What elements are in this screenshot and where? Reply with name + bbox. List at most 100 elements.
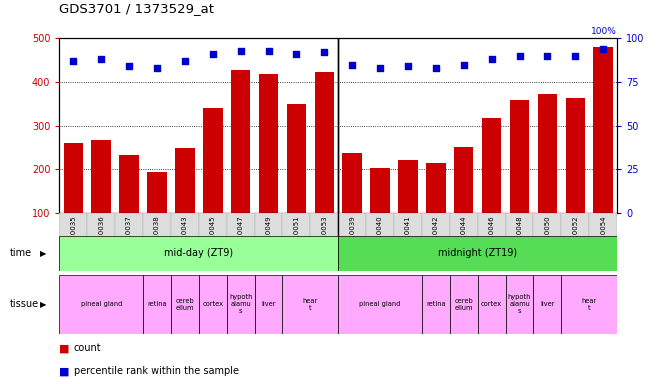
Bar xyxy=(282,275,338,334)
Bar xyxy=(589,213,617,263)
Text: 100%: 100% xyxy=(591,27,617,36)
Point xyxy=(486,56,497,63)
Point xyxy=(542,53,552,59)
Bar xyxy=(394,213,422,263)
Text: GSM310035: GSM310035 xyxy=(71,216,77,258)
Bar xyxy=(59,275,143,334)
Text: pineal gland: pineal gland xyxy=(81,301,122,307)
Point xyxy=(570,53,581,59)
Bar xyxy=(454,147,473,213)
Text: GSM310053: GSM310053 xyxy=(321,216,327,258)
Point xyxy=(263,48,274,54)
Bar xyxy=(143,275,171,334)
Bar xyxy=(171,213,199,263)
Text: GSM310050: GSM310050 xyxy=(544,216,550,258)
Bar xyxy=(422,275,450,334)
Bar xyxy=(426,163,446,213)
Bar xyxy=(478,275,506,334)
Bar xyxy=(227,275,255,334)
Bar xyxy=(422,213,450,263)
Bar xyxy=(366,213,394,263)
Bar xyxy=(533,275,561,334)
Text: tissue: tissue xyxy=(10,299,39,310)
Text: GSM310052: GSM310052 xyxy=(572,216,578,258)
Point xyxy=(459,61,469,68)
Bar xyxy=(566,98,585,213)
Bar xyxy=(533,213,561,263)
Text: hypoth
alamu
s: hypoth alamu s xyxy=(229,294,252,314)
Point xyxy=(124,63,135,70)
Bar xyxy=(478,213,506,263)
Text: GSM310044: GSM310044 xyxy=(461,216,467,258)
Text: hear
t: hear t xyxy=(303,298,318,311)
Point xyxy=(236,48,246,54)
Text: GSM310038: GSM310038 xyxy=(154,216,160,258)
Point xyxy=(375,65,385,71)
Bar xyxy=(398,160,418,213)
Bar xyxy=(231,70,250,213)
Point xyxy=(403,63,413,70)
Bar xyxy=(147,172,167,213)
Bar xyxy=(87,213,116,263)
Point xyxy=(430,65,441,71)
Bar xyxy=(506,213,533,263)
Bar xyxy=(259,74,279,213)
Bar xyxy=(227,213,255,263)
Text: GSM310047: GSM310047 xyxy=(238,216,244,258)
Bar xyxy=(343,153,362,213)
Text: GSM310054: GSM310054 xyxy=(600,216,606,258)
Bar xyxy=(310,213,338,263)
Bar xyxy=(59,213,87,263)
Text: cortex: cortex xyxy=(481,301,502,307)
Text: retina: retina xyxy=(147,301,167,307)
Text: ■: ■ xyxy=(59,343,70,353)
Bar xyxy=(482,118,502,213)
Bar xyxy=(199,213,227,263)
Bar xyxy=(450,275,478,334)
Text: cereb
ellum: cereb ellum xyxy=(176,298,194,311)
Text: ▶: ▶ xyxy=(40,249,46,258)
Text: GSM310049: GSM310049 xyxy=(265,216,271,258)
Text: cereb
ellum: cereb ellum xyxy=(454,298,473,311)
Text: GSM310051: GSM310051 xyxy=(294,216,300,258)
Point xyxy=(96,56,106,63)
Text: pineal gland: pineal gland xyxy=(360,301,401,307)
Bar xyxy=(338,236,617,271)
Bar xyxy=(59,236,338,271)
Text: time: time xyxy=(10,248,32,258)
Bar xyxy=(119,156,139,213)
Text: GSM310043: GSM310043 xyxy=(182,216,188,258)
Text: GDS3701 / 1373529_at: GDS3701 / 1373529_at xyxy=(59,2,215,15)
Bar xyxy=(506,275,533,334)
Text: GSM310036: GSM310036 xyxy=(98,216,104,258)
Bar xyxy=(538,94,557,213)
Bar xyxy=(203,108,222,213)
Bar xyxy=(63,143,83,213)
Text: cortex: cortex xyxy=(202,301,223,307)
Point xyxy=(598,46,609,52)
Text: mid-day (ZT9): mid-day (ZT9) xyxy=(164,248,234,258)
Text: liver: liver xyxy=(261,301,276,307)
Bar xyxy=(561,275,617,334)
Bar xyxy=(286,104,306,213)
Bar xyxy=(115,213,143,263)
Text: GSM310037: GSM310037 xyxy=(126,216,132,258)
Bar xyxy=(282,213,310,263)
Bar xyxy=(143,213,171,263)
Text: hear
t: hear t xyxy=(581,298,597,311)
Text: count: count xyxy=(74,343,102,353)
Point xyxy=(347,61,358,68)
Text: GSM310039: GSM310039 xyxy=(349,216,355,258)
Bar xyxy=(199,275,227,334)
Bar xyxy=(510,99,529,213)
Bar xyxy=(255,213,282,263)
Point xyxy=(319,49,329,55)
Point xyxy=(291,51,302,57)
Bar xyxy=(175,149,195,213)
Bar xyxy=(171,275,199,334)
Text: GSM310040: GSM310040 xyxy=(377,216,383,258)
Text: midnight (ZT19): midnight (ZT19) xyxy=(438,248,517,258)
Text: ▶: ▶ xyxy=(40,300,46,309)
Bar xyxy=(255,275,282,334)
Bar xyxy=(593,47,613,213)
